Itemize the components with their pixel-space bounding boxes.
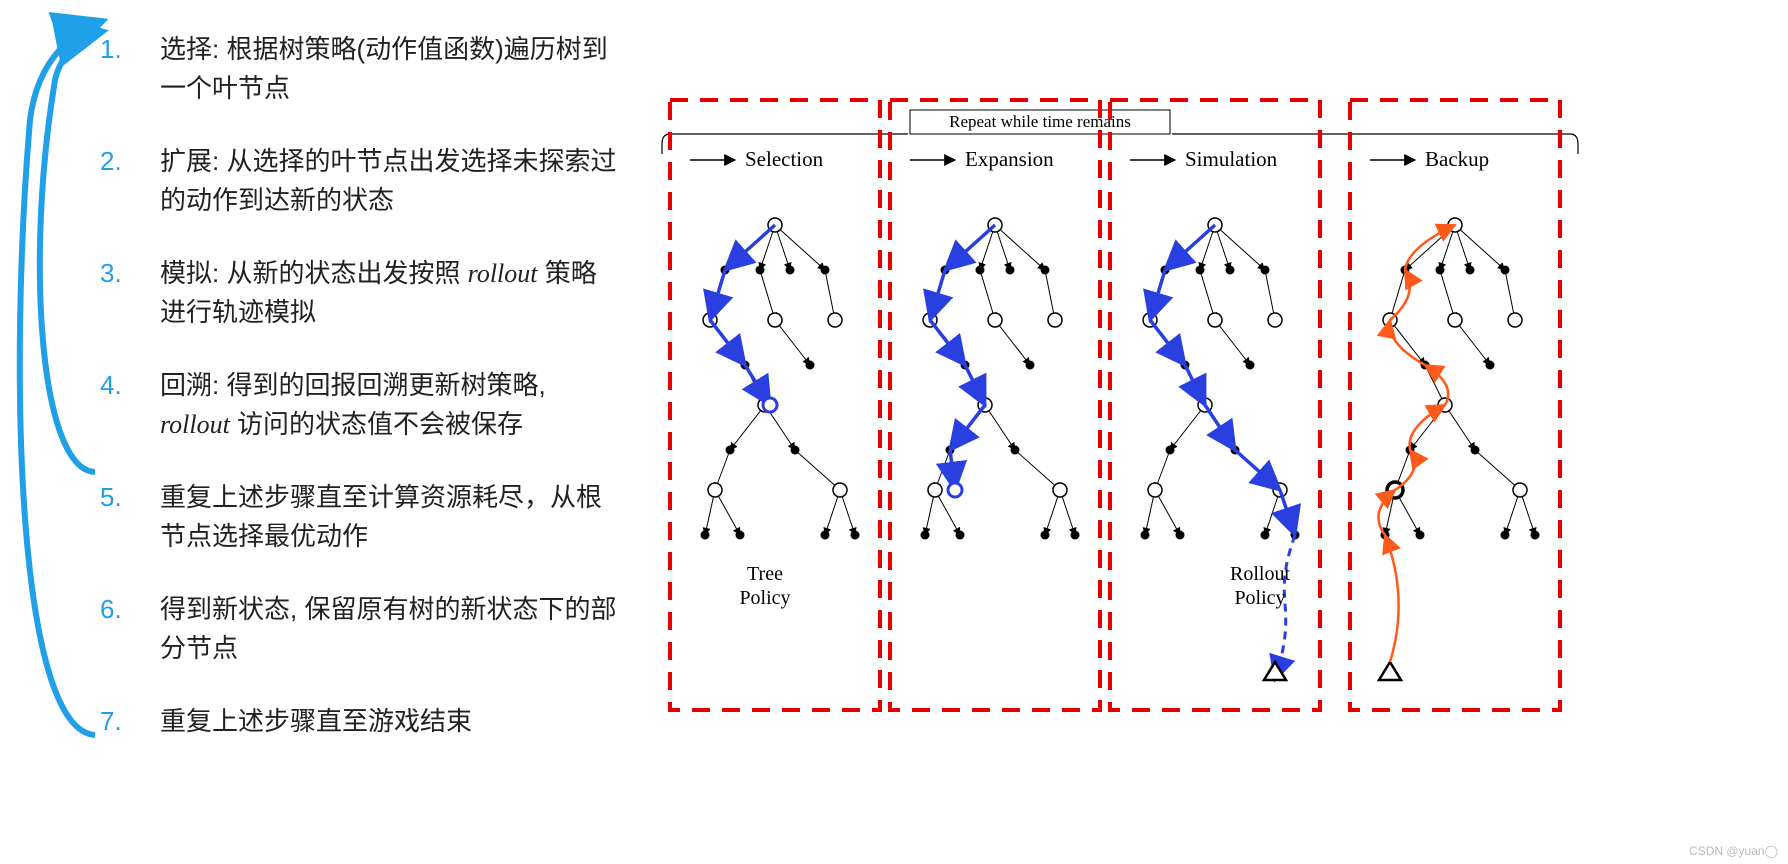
- step-number: 4.: [100, 370, 160, 401]
- step-4: 4.回溯: 得到的回报回溯更新树策略, rollout 访问的状态值不会被保存: [0, 366, 620, 444]
- steps-list: 1.选择: 根据树策略(动作值函数)遍历树到一个叶节点 2.扩展: 从选择的叶节点…: [0, 30, 620, 775]
- step-number: 3.: [100, 258, 160, 289]
- svg-text:Simulation: Simulation: [1185, 147, 1278, 171]
- step-number: 1.: [100, 34, 160, 65]
- step-text: 回溯: 得到的回报回溯更新树策略, rollout 访问的状态值不会被保存: [160, 366, 620, 444]
- step-text: 模拟: 从新的状态出发按照 rollout 策略进行轨迹模拟: [160, 254, 620, 332]
- step-5: 5.重复上述步骤直至计算资源耗尽，从根节点选择最优动作: [0, 478, 620, 556]
- step-text: 重复上述步骤直至计算资源耗尽，从根节点选择最优动作: [160, 478, 620, 556]
- step-1: 1.选择: 根据树策略(动作值函数)遍历树到一个叶节点: [0, 30, 620, 108]
- svg-text:Backup: Backup: [1425, 147, 1489, 171]
- step-number: 2.: [100, 146, 160, 177]
- step-number: 5.: [100, 482, 160, 513]
- step-text: 重复上述步骤直至游戏结束: [160, 702, 472, 741]
- svg-text:Rollout: Rollout: [1230, 563, 1290, 585]
- step-7: 7.重复上述步骤直至游戏结束: [0, 702, 620, 741]
- step-number: 6.: [100, 594, 160, 625]
- step-number: 7.: [100, 706, 160, 737]
- svg-text:Repeat while time remains: Repeat while time remains: [949, 112, 1131, 131]
- step-text: 扩展: 从选择的叶节点出发选择未探索过的动作到达新的状态: [160, 142, 620, 220]
- svg-text:Selection: Selection: [745, 147, 824, 171]
- svg-text:Tree: Tree: [747, 563, 783, 585]
- svg-text:Expansion: Expansion: [965, 147, 1054, 171]
- step-3: 3.模拟: 从新的状态出发按照 rollout 策略进行轨迹模拟: [0, 254, 620, 332]
- mcts-diagram: Repeat while time remainsSelectionTreePo…: [650, 90, 1770, 720]
- svg-text:Policy: Policy: [739, 587, 790, 609]
- step-6: 6.得到新状态, 保留原有树的新状态下的部分节点: [0, 590, 620, 668]
- step-text: 得到新状态, 保留原有树的新状态下的部分节点: [160, 590, 620, 668]
- step-text: 选择: 根据树策略(动作值函数)遍历树到一个叶节点: [160, 30, 620, 108]
- svg-text:Policy: Policy: [1234, 587, 1285, 609]
- step-2: 2.扩展: 从选择的叶节点出发选择未探索过的动作到达新的状态: [0, 142, 620, 220]
- watermark: CSDN @yuan◯: [1689, 844, 1778, 858]
